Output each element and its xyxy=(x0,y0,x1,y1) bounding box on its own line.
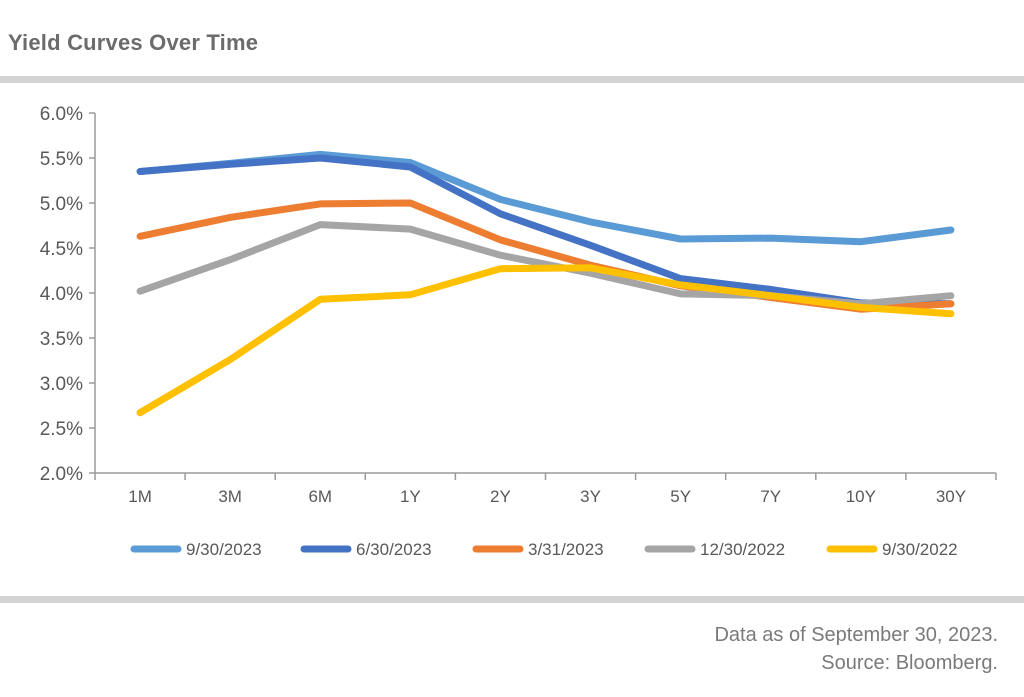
legend-label: 12/30/2022 xyxy=(700,540,785,559)
series-line-5 xyxy=(136,264,955,417)
x-tick-label: 2Y xyxy=(490,487,511,506)
data-date-note: Data as of September 30, 2023. xyxy=(714,624,998,646)
y-tick-labels: 2.0% 2.5% 3.0% 3.5% 4.0% 4.5% 5.0% 5.5% 6.0% xyxy=(40,104,83,485)
x-tick-label: 10Y xyxy=(846,487,876,506)
source-note: Source: Bloomberg. xyxy=(821,652,998,674)
y-tick-label: 5.0% xyxy=(40,194,83,215)
series-line-4 xyxy=(136,221,955,308)
y-tick-label: 4.0% xyxy=(40,284,83,305)
x-tick-label: 1M xyxy=(128,487,152,506)
legend-label: 9/30/2023 xyxy=(186,540,262,559)
chart-axes xyxy=(89,112,997,480)
y-tick-label: 2.5% xyxy=(40,419,83,440)
footnote: Data as of September 30, 2023. Source: B… xyxy=(714,621,998,677)
x-tick-labels: 1M 3M 6M 1Y 2Y 3Y 5Y 7Y 10Y 30Y xyxy=(128,487,966,506)
bottom-divider xyxy=(0,596,1024,603)
legend: 9/30/2023 6/30/2023 3/31/2023 12/30/2022 9/3… xyxy=(130,540,958,559)
top-divider xyxy=(0,76,1024,83)
x-tick-label: 30Y xyxy=(936,487,966,506)
x-tick-label: 5Y xyxy=(670,487,691,506)
x-tick-label: 6M xyxy=(308,487,332,506)
x-tick-label: 7Y xyxy=(760,487,781,506)
legend-label: 9/30/2022 xyxy=(882,540,958,559)
y-tick-label: 2.0% xyxy=(40,464,83,485)
chart-title: Yield Curves Over Time xyxy=(8,30,259,55)
x-tick-label: 3M xyxy=(218,487,242,506)
y-tick-label: 6.0% xyxy=(40,104,83,125)
y-tick-label: 3.5% xyxy=(40,329,83,350)
series-line-2 xyxy=(136,154,955,308)
y-tick-label: 4.5% xyxy=(40,239,83,260)
legend-label: 6/30/2023 xyxy=(356,540,432,559)
y-tick-label: 5.5% xyxy=(40,149,83,170)
x-tick-label: 3Y xyxy=(580,487,601,506)
series-line-3 xyxy=(136,199,955,313)
legend-label: 3/31/2023 xyxy=(528,540,604,559)
series-lines xyxy=(136,150,955,417)
y-tick-label: 3.0% xyxy=(40,374,83,395)
x-tick-label: 1Y xyxy=(400,487,421,506)
